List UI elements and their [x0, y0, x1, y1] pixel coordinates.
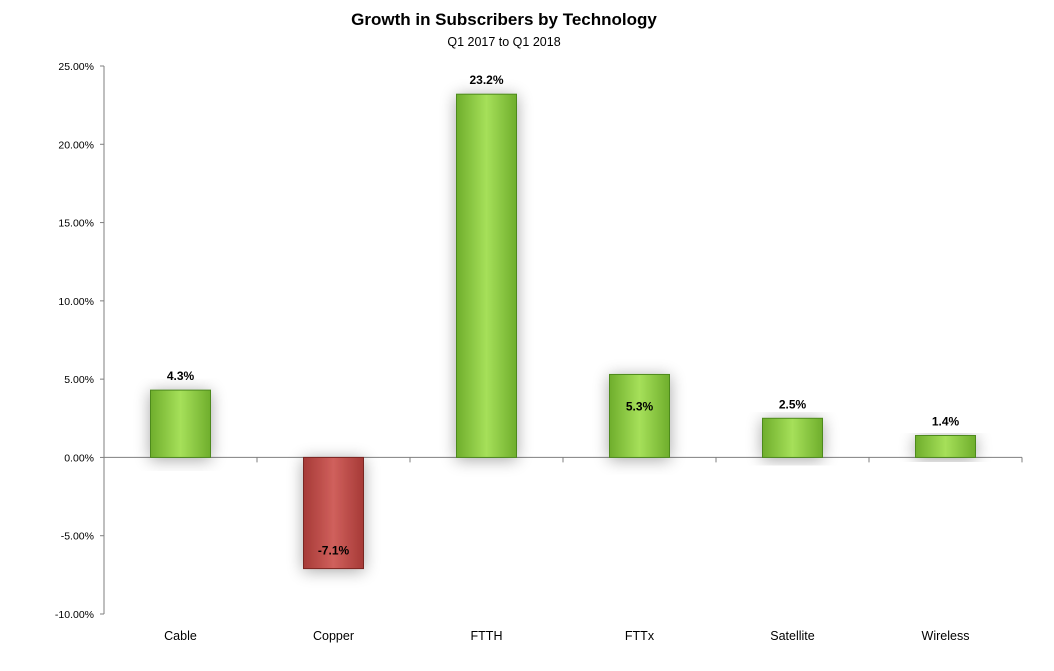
data-label: 23.2%	[469, 73, 503, 87]
chart-subtitle: Q1 2017 to Q1 2018	[447, 35, 561, 49]
bar-copper	[303, 456, 364, 570]
data-label: -7.1%	[318, 544, 350, 558]
y-tick-label: 10.00%	[58, 296, 94, 308]
y-tick-label: 15.00%	[58, 218, 94, 230]
x-tick-label: Satellite	[770, 629, 815, 643]
bar-wireless	[915, 435, 976, 458]
x-tick-label: Cable	[164, 629, 197, 643]
x-tick-label: Copper	[313, 629, 354, 643]
bar-ftth	[456, 93, 517, 458]
bar-satellite	[762, 417, 823, 458]
data-label: 4.3%	[167, 369, 195, 383]
bar-fttx	[609, 373, 670, 458]
y-tick-label: 0.00%	[64, 452, 94, 464]
data-label: 1.4%	[932, 415, 960, 429]
y-tick-label: 20.00%	[58, 139, 94, 151]
y-tick-label: 5.00%	[64, 374, 94, 386]
data-label: 2.5%	[779, 397, 807, 411]
x-tick-label: FTTx	[625, 629, 655, 643]
y-tick-label: -10.00%	[55, 609, 94, 621]
x-tick-label: Wireless	[922, 629, 970, 643]
bar-cable	[150, 389, 211, 458]
data-label: 5.3%	[626, 399, 654, 413]
y-tick-label: 25.00%	[58, 61, 94, 73]
x-tick-label: FTTH	[471, 629, 503, 643]
y-tick-label: -5.00%	[61, 531, 94, 543]
chart-title: Growth in Subscribers by Technology	[351, 10, 657, 29]
